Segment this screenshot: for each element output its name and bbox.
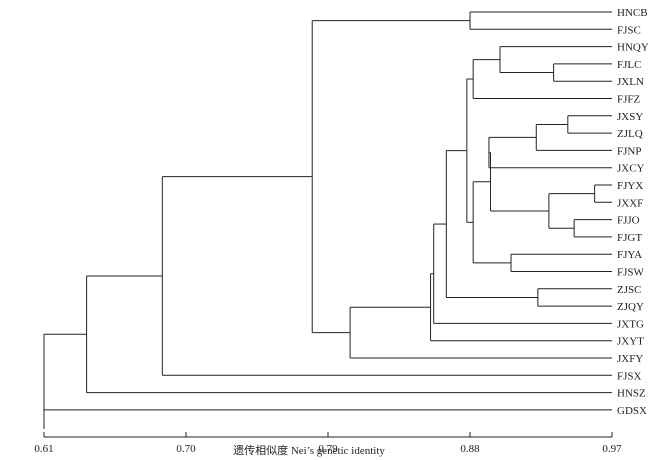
leaf-label-jxfy: JXFY xyxy=(617,353,643,365)
leaf-label-fjlc: FJLC xyxy=(617,59,641,71)
leaf-label-hnqy: HNQY xyxy=(617,42,649,54)
leaf-label-jxsy: JXSY xyxy=(617,111,643,123)
axis-tick-label-0-79: 0.79 xyxy=(318,443,338,455)
leaf-label-fjsw: FJSW xyxy=(617,267,645,279)
leaf-label-jxcy: JXCY xyxy=(617,163,645,175)
leaf-labels: HNCB FJSC HNQY FJLC JXLN FJFZ JXSY ZJLQ FJNP JXCY… xyxy=(617,7,649,417)
leaf-label-zjlq: ZJLQ xyxy=(617,128,643,140)
leaf-label-jxyt: JXYT xyxy=(617,336,644,348)
leaf-label-zjqy: ZJQY xyxy=(617,301,644,313)
leaf-label-fjyx: FJYX xyxy=(617,180,643,192)
dendrogram-links xyxy=(43,11,612,429)
axis-tick-label-0-97: 0.97 xyxy=(602,443,622,455)
axis-tick-label-0-88: 0.88 xyxy=(460,443,480,455)
similarity-axis: 0.61 0.70 0.79 0.88 0.97 遗传相似度 Nei’s genetic… xyxy=(34,432,622,457)
axis-ticks: 0.61 0.70 0.79 0.88 0.97 xyxy=(34,432,622,455)
leaf-label-fjfz: FJFZ xyxy=(617,94,641,106)
leaf-label-jxxf: JXXF xyxy=(617,197,643,209)
leaf-label-hncb: HNCB xyxy=(617,7,648,19)
leaf-label-fjgt: FJGT xyxy=(617,232,642,244)
leaf-label-fjnp: FJNP xyxy=(617,145,641,157)
leaf-label-fjjo: FJJO xyxy=(617,215,640,227)
leaf-label-zjsc: ZJSC xyxy=(617,284,641,296)
leaf-label-hnsz: HNSZ xyxy=(617,388,646,400)
leaf-label-jxln: JXLN xyxy=(617,76,644,88)
leaf-label-fjya: FJYA xyxy=(617,249,642,261)
leaf-label-fjsx: FJSX xyxy=(617,370,642,382)
leaf-label-fjsc: FJSC xyxy=(617,24,641,36)
axis-tick-label-0-70: 0.70 xyxy=(176,443,196,455)
axis-title: 遗传相似度 Nei’s genetic identity xyxy=(233,443,385,457)
leaf-label-jxtg: JXTG xyxy=(617,318,644,330)
leaf-label-gdsx: GDSX xyxy=(617,405,647,417)
axis-tick-label-0-61: 0.61 xyxy=(34,443,53,455)
